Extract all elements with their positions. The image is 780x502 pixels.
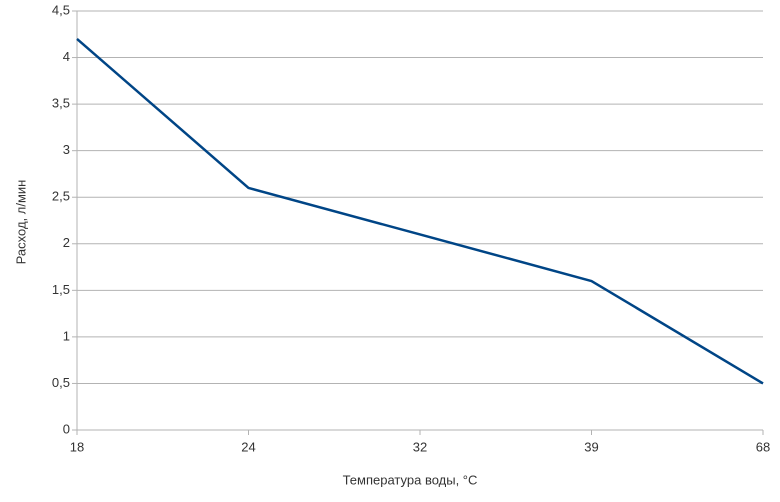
x-tick-label: 68 xyxy=(756,439,770,454)
y-tick-label: 3 xyxy=(63,142,70,157)
x-tick-label: 18 xyxy=(70,439,84,454)
y-tick-label: 0,5 xyxy=(52,375,70,390)
x-tick-label: 39 xyxy=(584,439,598,454)
y-tick-label: 4,5 xyxy=(52,2,70,17)
y-tick-label: 2 xyxy=(63,235,70,250)
y-tick-label: 4 xyxy=(63,49,70,64)
y-tick-label: 3,5 xyxy=(52,96,70,111)
x-axis-title: Температура воды, °C xyxy=(343,472,478,487)
x-tick-label: 32 xyxy=(413,439,427,454)
y-tick-label: 0 xyxy=(63,421,70,436)
y-tick-label: 1,5 xyxy=(52,282,70,297)
y-tick-label: 2,5 xyxy=(52,189,70,204)
data-line xyxy=(76,37,764,385)
x-tick-label: 24 xyxy=(241,439,255,454)
y-axis-title: Расход, л/мин xyxy=(13,180,28,265)
y-tick-label: 1 xyxy=(63,328,70,343)
